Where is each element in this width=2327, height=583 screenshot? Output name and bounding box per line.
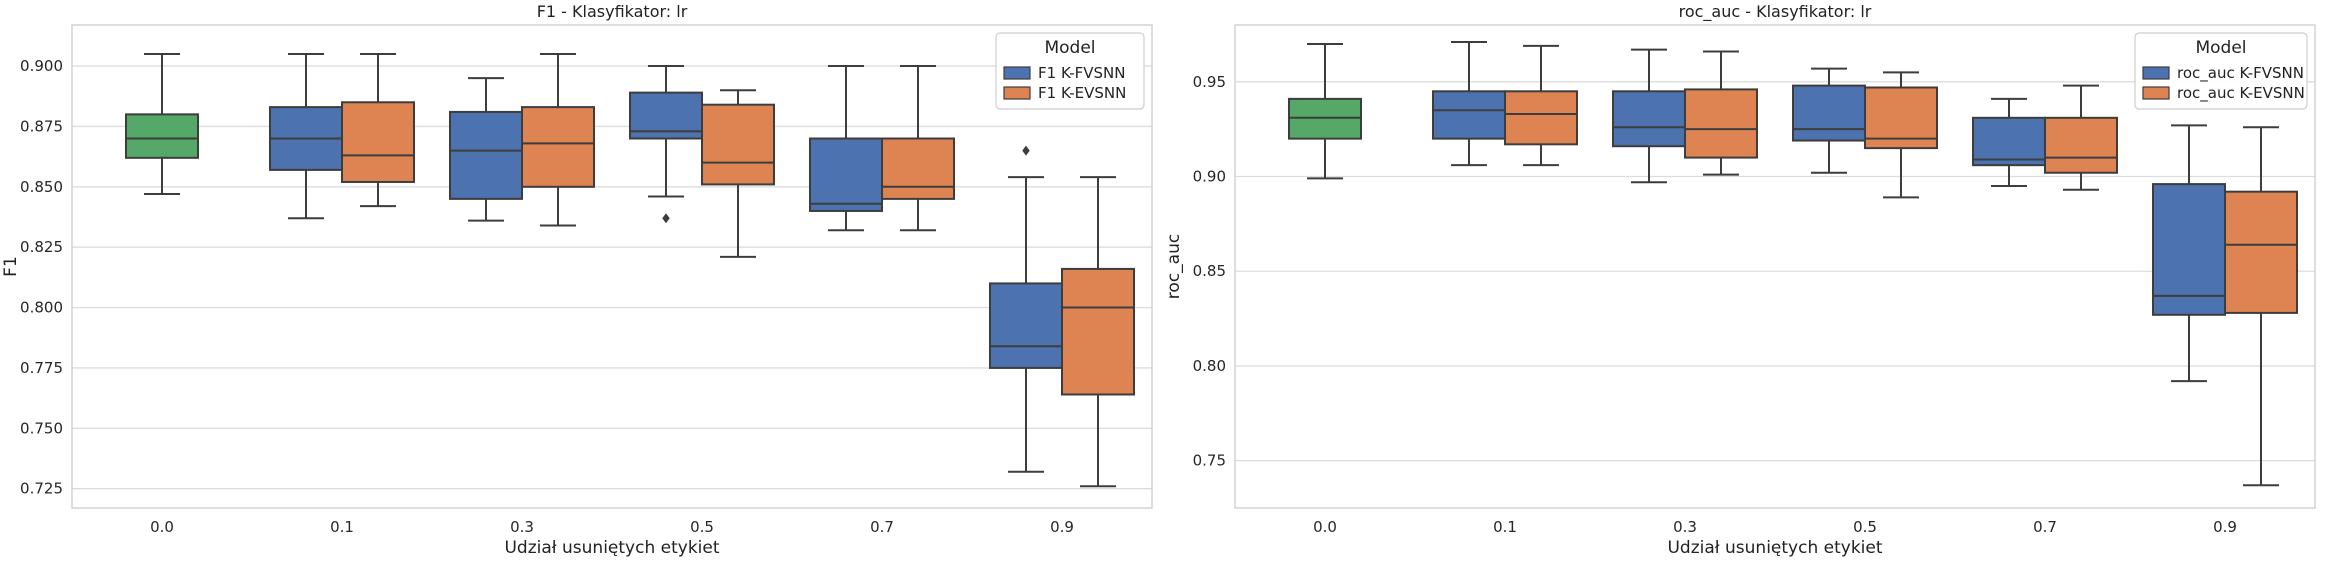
plot-frame bbox=[71, 24, 1153, 509]
box-iqr bbox=[1684, 88, 1758, 159]
legend-swatch bbox=[1003, 66, 1031, 80]
legend-box bbox=[2134, 32, 2308, 110]
y-tick-label: 0.900 bbox=[20, 57, 63, 75]
box-roc-s1-0.7 bbox=[2044, 84, 2118, 191]
box-f1-s1-0.1 bbox=[341, 52, 415, 208]
box-roc-s1-0.1 bbox=[1504, 44, 1578, 167]
box-iqr bbox=[809, 137, 883, 212]
box-roc-s0-0.1 bbox=[1432, 41, 1506, 167]
f1-box-chart: F1 - Klasyfikator: lr 0.725 0.750 0.775 0.80… bbox=[1, 2, 1153, 558]
legend-swatch bbox=[2142, 66, 2170, 80]
legend-title: Model bbox=[2195, 38, 2246, 58]
x-tick-label: 0.5 bbox=[1853, 518, 1877, 536]
legend-entry: F1 K-FVSNN bbox=[1038, 64, 1125, 82]
y-tick-label: 0.825 bbox=[20, 238, 63, 256]
box-iqr bbox=[341, 101, 415, 183]
box-iqr bbox=[1504, 90, 1578, 146]
box-iqr bbox=[701, 103, 775, 186]
x-tick-label: 0.9 bbox=[2213, 518, 2237, 536]
y-tick-label: 0.725 bbox=[20, 480, 63, 498]
box-roc-s1-0.9 bbox=[2224, 126, 2298, 487]
plot-frame bbox=[1234, 24, 2316, 509]
legend-entry: F1 K-EVSNN bbox=[1038, 84, 1126, 102]
box-f1-s1-0.3 bbox=[521, 52, 595, 227]
box-baseline-0.0 bbox=[125, 52, 199, 196]
y-tick-label: 0.800 bbox=[20, 299, 63, 317]
legend-entry: roc_auc K-EVSNN bbox=[2177, 84, 2305, 103]
y-tick-label: 0.775 bbox=[20, 359, 63, 377]
legend-entry: roc_auc K-FVSNN bbox=[2177, 64, 2304, 83]
y-tick-label: 0.75 bbox=[1193, 452, 1226, 470]
x-tick-label: 0.0 bbox=[150, 518, 174, 536]
box-iqr bbox=[449, 110, 523, 200]
box-f1-s0-0.5 bbox=[629, 65, 703, 224]
box-f1-s0-0.7 bbox=[809, 65, 883, 232]
box-iqr bbox=[1972, 116, 2046, 167]
box-iqr bbox=[1061, 267, 1135, 396]
chart-title: roc_auc - Klasyfikator: lr bbox=[1679, 2, 1872, 22]
legend-title: Model bbox=[1044, 38, 1095, 58]
box-roc-s0-0.9 bbox=[2152, 124, 2226, 383]
box-iqr bbox=[1792, 84, 1866, 142]
box-iqr bbox=[2152, 183, 2226, 316]
legend-swatch bbox=[2142, 86, 2170, 100]
x-tick-label: 0.1 bbox=[330, 518, 354, 536]
chart-title: F1 - Klasyfikator: lr bbox=[537, 2, 688, 21]
box-iqr bbox=[989, 282, 1063, 369]
y-tick-label: 0.850 bbox=[20, 178, 63, 196]
x-tick-label: 0.3 bbox=[1673, 518, 1697, 536]
x-tick-label: 0.3 bbox=[510, 518, 534, 536]
legend-swatch bbox=[1003, 86, 1031, 100]
box-iqr bbox=[521, 106, 595, 188]
outlier-marker bbox=[1022, 145, 1030, 156]
box-f1-s1-0.5 bbox=[701, 89, 775, 258]
box-roc-s0-0.5 bbox=[1792, 67, 1866, 174]
x-tick-label: 0.1 bbox=[1493, 518, 1517, 536]
y-tick-label: 0.85 bbox=[1193, 262, 1226, 280]
box-iqr bbox=[2044, 116, 2118, 174]
box-f1-s1-0.9 bbox=[1061, 176, 1135, 488]
box-iqr bbox=[881, 137, 955, 200]
box-roc-s0-0.3 bbox=[1612, 48, 1686, 184]
outlier-marker bbox=[662, 213, 670, 224]
y-tick-label: 0.750 bbox=[20, 419, 63, 437]
x-tick-label: 0.7 bbox=[2033, 518, 2057, 536]
x-tick-label: 0.7 bbox=[870, 518, 894, 536]
box-iqr bbox=[1432, 90, 1506, 140]
y-tick-label: 0.90 bbox=[1193, 168, 1226, 186]
box-iqr bbox=[2224, 190, 2298, 314]
y-axis-label: F1 bbox=[1, 256, 21, 277]
box-iqr bbox=[1612, 90, 1686, 148]
box-iqr bbox=[125, 113, 199, 159]
box-baseline-0.0 bbox=[1288, 42, 1362, 180]
box-f1-s0-0.1 bbox=[269, 52, 343, 220]
roc-auc-box-chart: roc_auc - Klasyfikator: lr 0.75 0.80 0.85 0.… bbox=[1164, 2, 2316, 558]
y-tick-label: 0.80 bbox=[1193, 357, 1226, 375]
legend-box bbox=[995, 32, 1145, 110]
y-axis-label: roc_auc bbox=[1164, 234, 1184, 299]
y-tick-label: 0.875 bbox=[20, 117, 63, 135]
x-tick-label: 0.9 bbox=[1050, 518, 1074, 536]
x-axis-label: Udział usuniętych etykiet bbox=[504, 538, 719, 558]
box-f1-s0-0.9 bbox=[989, 145, 1063, 473]
legend: Model F1 K-FVSNN F1 K-EVSNN bbox=[995, 32, 1145, 110]
box-f1-s0-0.3 bbox=[449, 77, 523, 222]
x-axis-label: Udział usuniętych etykiet bbox=[1667, 538, 1882, 558]
x-tick-label: 0.5 bbox=[690, 518, 714, 536]
box-f1-s1-0.7 bbox=[881, 65, 955, 232]
box-roc-s0-0.7 bbox=[1972, 97, 2046, 187]
y-tick-label: 0.95 bbox=[1193, 73, 1226, 91]
box-roc-s1-0.3 bbox=[1684, 50, 1758, 176]
x-tick-label: 0.0 bbox=[1313, 518, 1337, 536]
box-roc-s1-0.5 bbox=[1864, 71, 1938, 199]
